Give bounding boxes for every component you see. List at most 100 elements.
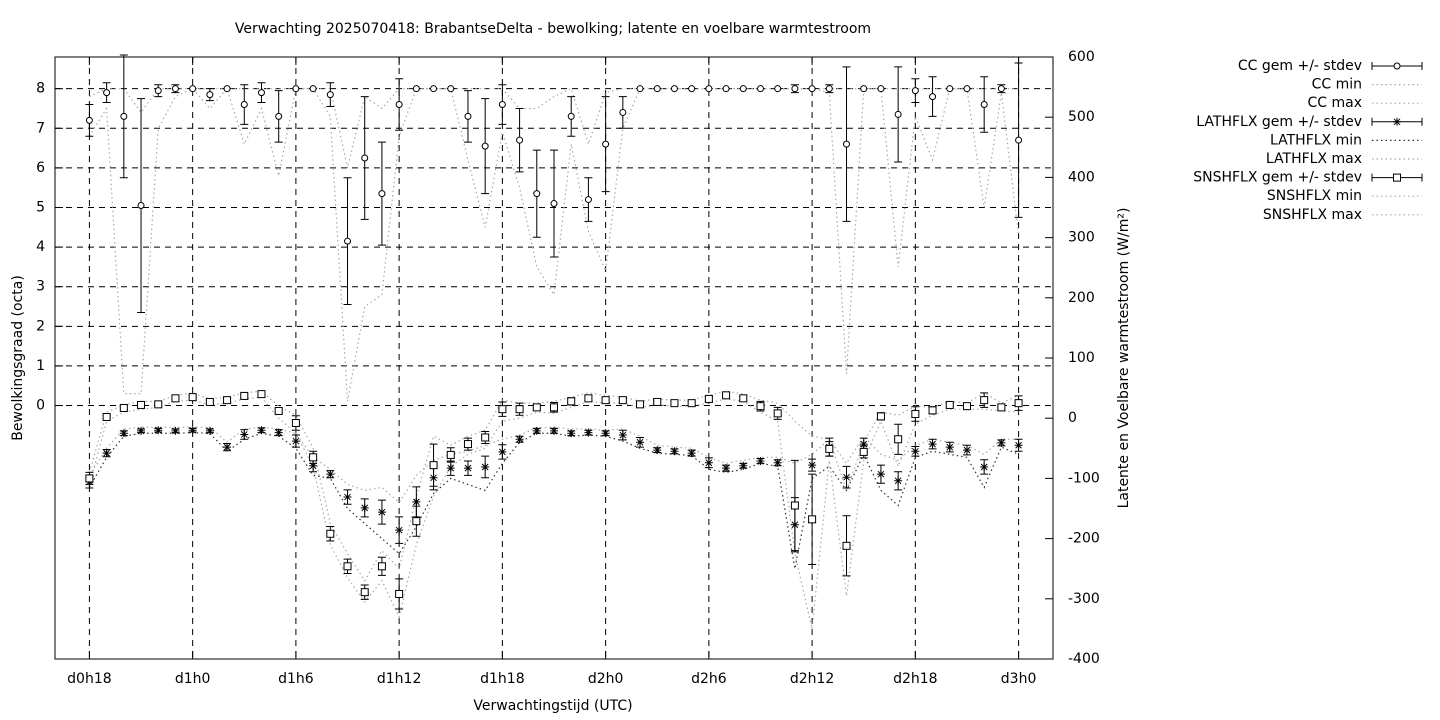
marker: [464, 112, 472, 120]
marker: [739, 394, 748, 403]
marker: [240, 430, 249, 439]
marker: [704, 458, 713, 467]
marker: [601, 429, 610, 438]
marker: [463, 440, 472, 449]
y2-tick-label: -400: [1068, 651, 1100, 667]
marker: [636, 400, 645, 409]
marker: [275, 112, 283, 120]
marker: [189, 85, 197, 93]
marker: [722, 391, 731, 400]
marker: [928, 440, 937, 449]
marker: [446, 464, 455, 473]
marker: [498, 405, 507, 414]
marker: [102, 449, 111, 458]
marker: [257, 426, 266, 435]
marker: [774, 85, 782, 93]
marker: [791, 85, 799, 93]
marker: [670, 399, 679, 408]
marker: [894, 435, 903, 444]
marker: [154, 400, 163, 409]
marker: [481, 433, 490, 442]
marker: [223, 443, 232, 452]
marker: [171, 394, 180, 403]
marker: [291, 437, 300, 446]
marker: [412, 517, 421, 526]
legend-label: SNSHFLX gem +/- stdev: [1193, 170, 1362, 186]
marker: [309, 461, 318, 470]
marker: [980, 101, 988, 109]
legend-label: SNSHFLX max: [1263, 207, 1362, 223]
marker: [601, 396, 610, 405]
y2-tick-label: 400: [1068, 169, 1095, 185]
marker: [137, 400, 146, 409]
x-axis-label: Verwachtingstijd (UTC): [473, 698, 632, 714]
legend-marker: [1393, 117, 1401, 126]
marker: [120, 112, 128, 120]
marker: [119, 403, 128, 412]
marker: [842, 541, 851, 550]
marker: [447, 85, 455, 93]
x-tick-label: d3h0: [1001, 671, 1037, 687]
marker: [206, 91, 214, 99]
marker: [808, 461, 817, 470]
marker: [171, 85, 179, 93]
x-tick-label: d2h0: [588, 671, 624, 687]
legend-label: CC min: [1312, 77, 1362, 93]
marker: [171, 426, 180, 435]
marker: [946, 85, 954, 93]
marker: [670, 447, 679, 456]
legend-marker: [1393, 62, 1401, 70]
marker: [223, 85, 231, 93]
marker: [412, 85, 420, 93]
y2-tick-label: 600: [1068, 49, 1095, 65]
marker: [550, 426, 558, 435]
marker: [205, 397, 214, 406]
marker: [567, 112, 575, 120]
marker: [85, 474, 94, 483]
marker: [825, 444, 834, 453]
marker: [343, 562, 352, 571]
marker: [430, 85, 438, 93]
marker: [103, 89, 111, 97]
marker: [911, 447, 920, 456]
marker: [773, 458, 782, 467]
marker: [687, 449, 696, 458]
marker: [326, 470, 335, 479]
marker: [205, 426, 214, 435]
marker: [980, 396, 989, 405]
marker: [1014, 441, 1023, 450]
marker: [843, 140, 851, 148]
marker: [756, 456, 765, 465]
marker: [894, 476, 903, 485]
marker: [137, 426, 146, 435]
marker: [257, 89, 265, 97]
marker: [602, 140, 610, 148]
marker: [653, 85, 661, 93]
marker: [636, 85, 644, 93]
marker: [1015, 136, 1023, 144]
marker: [533, 190, 541, 198]
marker: [808, 85, 816, 93]
marker: [860, 85, 868, 93]
marker: [911, 87, 919, 95]
marker: [429, 461, 438, 470]
y2-tick-label: -200: [1068, 531, 1100, 547]
y2-tick-label: 0: [1068, 410, 1077, 426]
marker: [395, 526, 404, 535]
marker: [584, 428, 593, 437]
marker: [911, 409, 920, 418]
x-tick-label: d2h12: [790, 671, 834, 687]
marker: [688, 85, 696, 93]
marker: [361, 154, 369, 162]
marker: [567, 429, 576, 438]
x-tick-label: d1h6: [278, 671, 314, 687]
legend-marker: [1393, 173, 1401, 182]
marker: [997, 403, 1006, 412]
legend-label: CC gem +/- stdev: [1238, 58, 1362, 74]
chart-title: Verwachting 2025070418: BrabantseDelta -…: [235, 21, 871, 37]
marker: [85, 116, 93, 124]
marker: [481, 142, 489, 150]
marker: [240, 101, 248, 109]
